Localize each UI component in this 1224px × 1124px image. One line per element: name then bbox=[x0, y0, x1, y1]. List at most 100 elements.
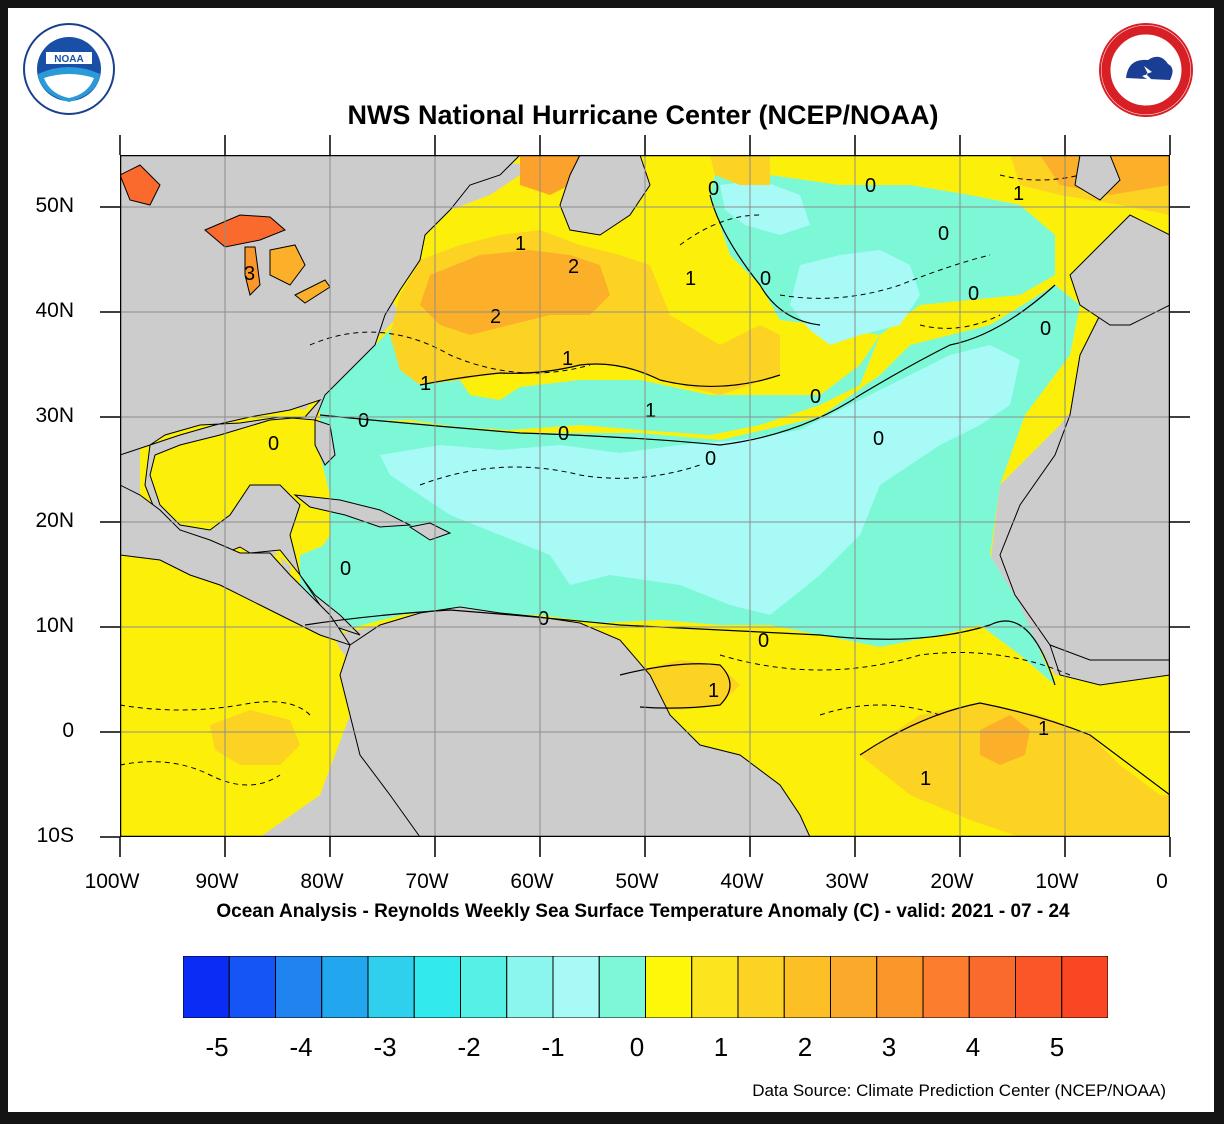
colorbar-label: -4 bbox=[289, 1032, 313, 1062]
contour-line bbox=[120, 701, 311, 716]
contour-label: 0 bbox=[538, 608, 549, 630]
colorbar-label: 3 bbox=[881, 1032, 897, 1062]
contour-line bbox=[859, 702, 1170, 796]
lon-label: 60W bbox=[510, 870, 554, 893]
lon-label: 50W bbox=[615, 870, 659, 893]
data-source: Data Source: Climate Prediction Center (… bbox=[752, 1081, 1166, 1100]
contour-label: 0 bbox=[865, 175, 876, 197]
svg-text:NOAA: NOAA bbox=[54, 54, 83, 65]
land-africa-gulf bbox=[1049, 644, 1170, 686]
contour-label: 1 bbox=[645, 400, 656, 422]
lon-label: 40W bbox=[720, 870, 764, 893]
contour-line bbox=[304, 609, 1056, 686]
contour-label: 0 bbox=[705, 448, 716, 470]
ocean-warmer-region-pacific bbox=[210, 710, 300, 765]
contour-label: 0 bbox=[558, 423, 569, 445]
colorbar-swatch bbox=[830, 956, 878, 1018]
chart-subtitle: Ocean Analysis - Reynolds Weekly Sea Sur… bbox=[216, 901, 1070, 922]
graticule bbox=[120, 155, 1170, 837]
island-hispaniola bbox=[408, 522, 452, 541]
nws-logo bbox=[1099, 23, 1193, 117]
contour-label: 0 bbox=[358, 410, 369, 432]
colorbar-label: 5 bbox=[1049, 1032, 1065, 1062]
contour-label: 0 bbox=[268, 433, 279, 455]
colorbar-swatch bbox=[413, 956, 461, 1018]
great-lakes-huron bbox=[269, 244, 306, 286]
colorbar-swatch bbox=[691, 956, 739, 1018]
colorbar-label: -2 bbox=[457, 1032, 481, 1062]
contour-label: 0 bbox=[1040, 318, 1051, 340]
lat-label: 10N bbox=[35, 614, 74, 637]
contour-label: 2 bbox=[490, 306, 501, 328]
ocean-warmest-region bbox=[420, 250, 610, 335]
colorbar-label: 2 bbox=[797, 1032, 813, 1062]
ocean-warm-region-south-pacific bbox=[120, 555, 350, 837]
ocean-cool-region bbox=[320, 175, 1055, 435]
colorbar-label: 4 bbox=[965, 1032, 981, 1062]
contour-line bbox=[309, 331, 591, 374]
contour-label: 0 bbox=[873, 428, 884, 450]
contour-label: 1 bbox=[920, 768, 931, 790]
contour-label: 0 bbox=[340, 558, 351, 580]
axis-ticks bbox=[100, 135, 1190, 857]
colorbar-label: -5 bbox=[205, 1032, 229, 1062]
contour-line bbox=[709, 194, 821, 326]
colorbar-swatch bbox=[968, 956, 1016, 1018]
colorbar-swatch bbox=[460, 956, 508, 1018]
colorbar-swatch bbox=[737, 956, 785, 1018]
great-lakes-michigan bbox=[244, 246, 261, 296]
colorbar-swatch bbox=[922, 956, 970, 1018]
land-uk bbox=[1074, 155, 1121, 201]
chart-title: NWS National Hurricane Center (NCEP/NOAA… bbox=[347, 100, 939, 130]
island-cuba bbox=[293, 494, 412, 528]
contour-line bbox=[999, 174, 1081, 181]
figure-frame: NOAA NWS National Hurricane Center (NCEP… bbox=[8, 8, 1214, 1112]
land-central-america bbox=[120, 484, 352, 646]
contour-label: 0 bbox=[758, 630, 769, 652]
colorbar-swatch bbox=[876, 956, 924, 1018]
colorbar-label: -3 bbox=[373, 1032, 397, 1062]
solid-contours bbox=[304, 194, 1170, 796]
contour-label: 1 bbox=[1038, 718, 1049, 740]
contour-line bbox=[419, 363, 781, 388]
ocean-warmest-region-canada bbox=[520, 155, 590, 195]
lat-label: 20N bbox=[35, 509, 74, 532]
colorbar-label: 0 bbox=[629, 1032, 645, 1062]
contour-line bbox=[619, 663, 731, 709]
contour-label: 1 bbox=[420, 373, 431, 395]
contour-label: 0 bbox=[708, 178, 719, 200]
contour-label: 3 bbox=[244, 263, 255, 285]
lat-label: 30N bbox=[35, 404, 74, 427]
contour-label: 0 bbox=[810, 386, 821, 408]
lon-label: 30W bbox=[825, 870, 869, 893]
sst-anomaly-map: 0 0 0 0 0 0 0 0 0 0 0 0 0 0 0 1 1 1 1 1 … bbox=[120, 155, 1170, 837]
lat-label: 0 bbox=[62, 719, 74, 742]
contour-label: 1 bbox=[515, 233, 526, 255]
colorbar-swatch bbox=[783, 956, 831, 1018]
lon-label: 100W bbox=[84, 870, 140, 893]
colorbar-swatch bbox=[275, 956, 323, 1018]
contour-label: 1 bbox=[562, 348, 573, 370]
contour-label: 1 bbox=[685, 268, 696, 290]
lon-label: 10W bbox=[1035, 870, 1079, 893]
contour-label: 0 bbox=[760, 268, 771, 290]
colorbar-swatch bbox=[645, 956, 693, 1018]
lon-label: 90W bbox=[195, 870, 239, 893]
lon-label: 0 bbox=[1156, 870, 1168, 893]
dashed-contours bbox=[120, 174, 1081, 786]
colorbar-label: 1 bbox=[713, 1032, 729, 1062]
contour-label: 2 bbox=[568, 256, 579, 278]
land-greenland-newfoundland bbox=[559, 155, 651, 236]
contour-label: 1 bbox=[1013, 183, 1024, 205]
ocean-warmer-region-west-north bbox=[710, 155, 770, 185]
colorbar-swatch bbox=[1015, 956, 1063, 1018]
ocean-cool-region-caribbean bbox=[300, 535, 500, 625]
contour-line bbox=[419, 464, 701, 486]
ocean-warmest-region-east bbox=[980, 715, 1030, 765]
colorbar-swatch bbox=[1061, 956, 1108, 1018]
lat-label: 10S bbox=[36, 824, 74, 847]
lon-label: 20W bbox=[930, 870, 974, 893]
lon-label: 70W bbox=[405, 870, 449, 893]
contour-line bbox=[819, 704, 941, 716]
ocean-warmer-region-equatorial-east bbox=[860, 703, 1170, 837]
